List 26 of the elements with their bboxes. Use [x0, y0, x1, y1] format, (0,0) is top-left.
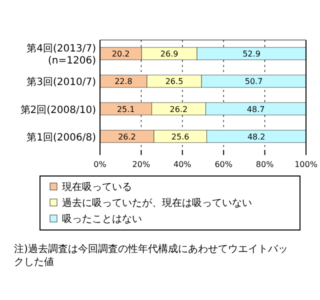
y-tick-label: 第1回(2006/8)	[26, 131, 96, 144]
legend-label: 現在吸っている	[62, 181, 132, 193]
x-tick-label: 100%	[294, 160, 318, 169]
data-label: 20.2	[112, 50, 130, 59]
data-label: 48.7	[246, 104, 265, 114]
data-label: 26.2	[170, 104, 188, 114]
x-tick-label: 20%	[132, 160, 150, 169]
x-tick-label: 60%	[214, 160, 233, 169]
y-tick-label: 第4回(2013/7) (n=1206)	[26, 42, 96, 67]
data-label: 26.9	[160, 50, 178, 59]
legend-label: 吸ったことはない	[62, 214, 142, 225]
text: 注)過去調査は今回調査の性年代構成にあわせてウエイトバックした値	[14, 243, 288, 268]
y-tick-label: 第2回(2008/10)	[20, 104, 96, 116]
x-tick-label: 40%	[174, 160, 192, 169]
data-label: 25.1	[116, 104, 135, 114]
data-label: 50.7	[244, 77, 263, 86]
data-label: 26.5	[165, 77, 184, 86]
x-tick-label: 80%	[256, 160, 274, 169]
legend-label: 過去に吸っていたが、現在は吸っていない	[62, 197, 252, 209]
data-label: 22.8	[114, 77, 132, 86]
data-label: 25.6	[171, 132, 190, 142]
data-label: 48.2	[247, 132, 266, 142]
data-label: 52.9	[242, 50, 260, 59]
x-tick-label: 0%	[94, 160, 107, 169]
y-tick-label: 第3回(2010/7)	[26, 76, 96, 88]
data-label: 26.2	[118, 132, 136, 142]
